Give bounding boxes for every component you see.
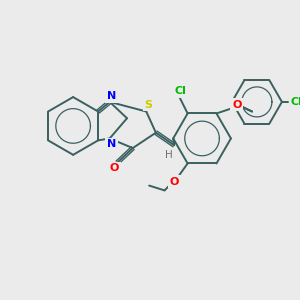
Text: O: O [232,100,242,110]
Text: O: O [110,163,119,173]
Text: S: S [144,100,152,110]
Text: N: N [107,91,116,101]
Text: Cl: Cl [290,97,300,107]
Text: Cl: Cl [175,86,187,96]
Text: H: H [166,150,173,160]
Text: O: O [169,177,179,187]
Text: N: N [107,139,116,149]
